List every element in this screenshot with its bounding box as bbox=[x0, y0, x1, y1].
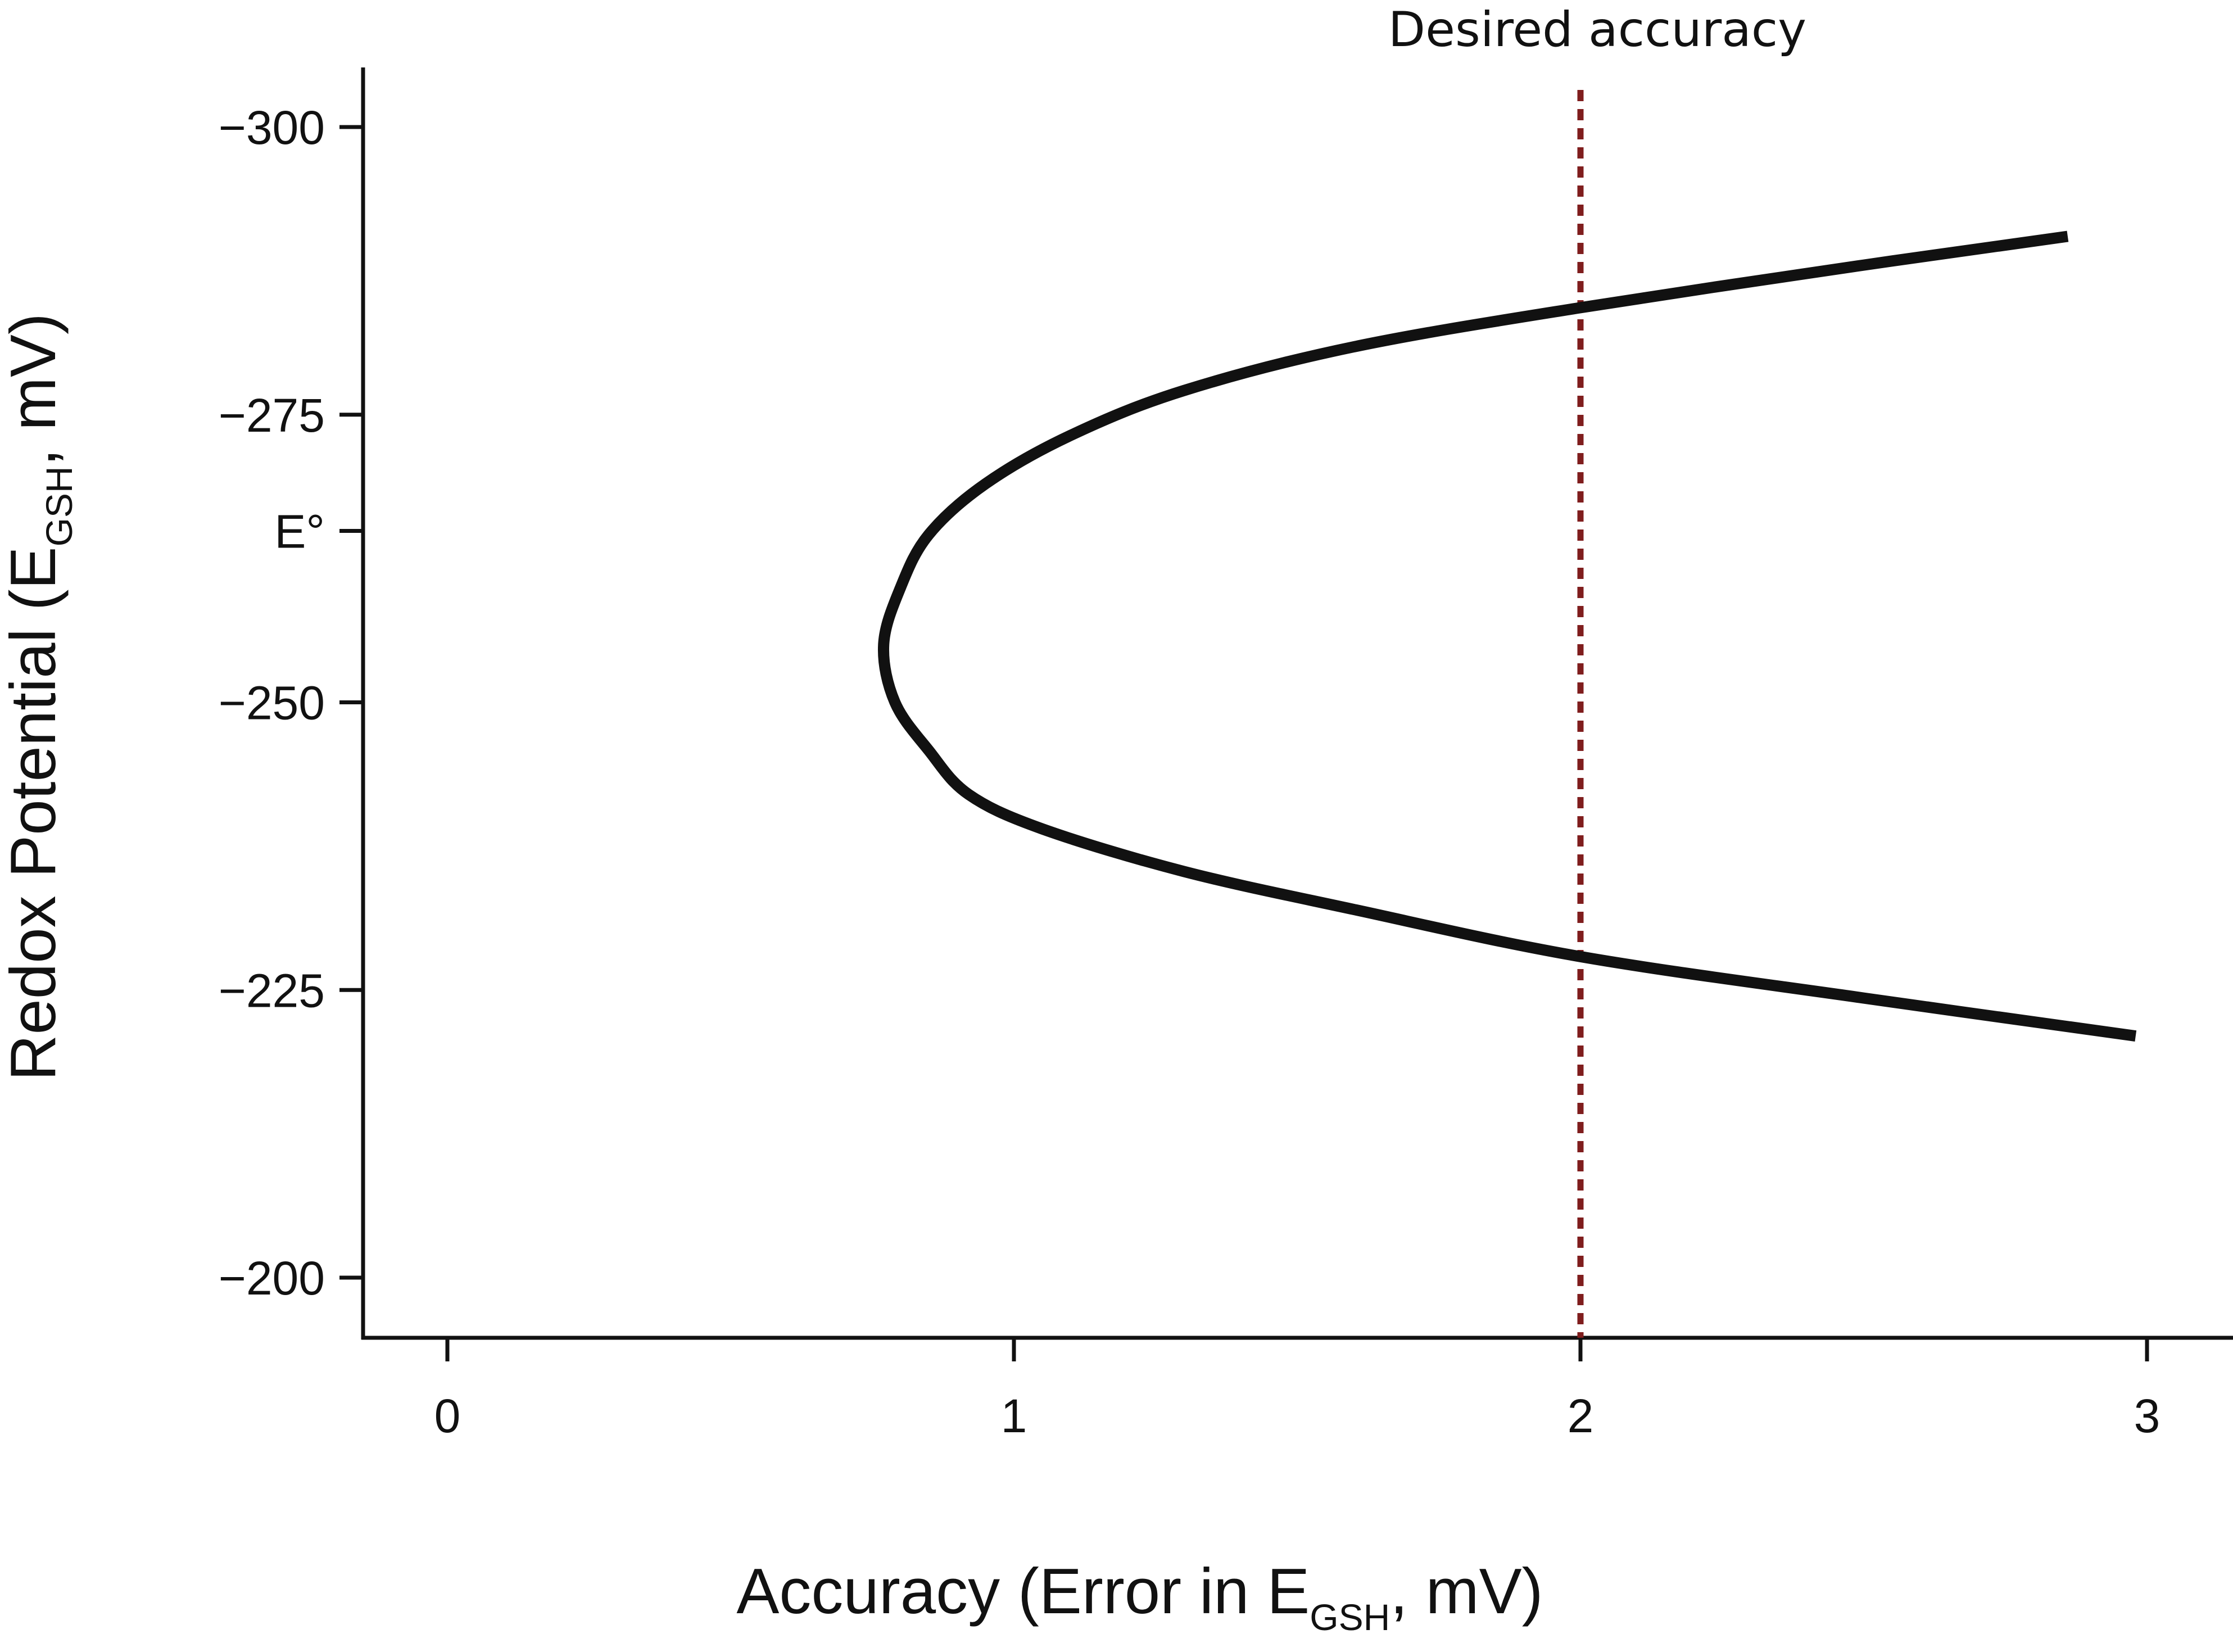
y-axis-title: Redox Potential (EGSH, mV) bbox=[0, 313, 80, 1081]
y-tick-label: −275 bbox=[219, 389, 325, 442]
y-axis-title-suffix: , mV) bbox=[0, 313, 69, 466]
y-tick-label: −225 bbox=[219, 964, 325, 1017]
y-axis-ticks: −300 −275 E° −250 −225 −200 bbox=[219, 101, 363, 1305]
series-curve bbox=[877, 230, 2137, 1042]
x-tick-label: 2 bbox=[1568, 1390, 1594, 1442]
y-axis-title-prefix: Redox Potential (E bbox=[0, 546, 69, 1081]
x-tick-label: 3 bbox=[2134, 1390, 2160, 1442]
x-axis-title-prefix: Accuracy (Error in E bbox=[736, 1556, 1310, 1627]
x-axis-title: Accuracy (Error in EGSH, mV) bbox=[736, 1556, 1543, 1638]
y-tick-label: −300 bbox=[219, 101, 325, 154]
y-tick-label: E° bbox=[274, 505, 325, 558]
x-tick-label: 0 bbox=[434, 1390, 461, 1442]
y-tick-label: −200 bbox=[219, 1252, 325, 1305]
x-axis-title-suffix: , mV) bbox=[1390, 1556, 1543, 1627]
x-axis-title-subscript: GSH bbox=[1310, 1596, 1390, 1638]
x-axis-ticks: 0 1 2 3 bbox=[434, 1338, 2160, 1442]
y-axis-title-subscript: GSH bbox=[38, 466, 80, 546]
desired-accuracy-label: Desired accuracy bbox=[1388, 2, 1806, 58]
y-tick-label: −250 bbox=[219, 677, 325, 730]
x-tick-label: 1 bbox=[1001, 1390, 1027, 1442]
